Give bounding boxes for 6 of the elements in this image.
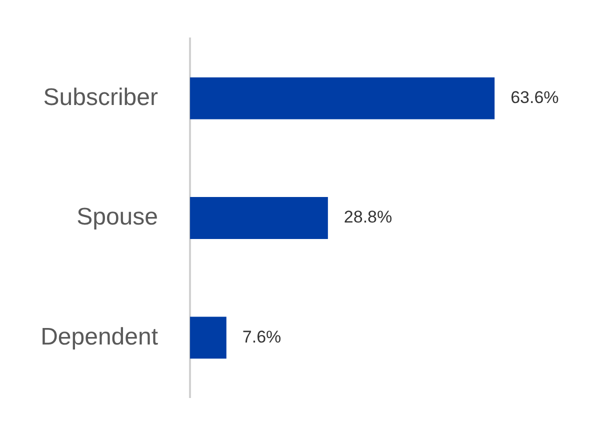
y-tick-label: Dependent bbox=[40, 323, 158, 350]
y-tick-label: Spouse bbox=[76, 204, 158, 231]
data-label: 63.6% bbox=[510, 88, 559, 107]
data-label: 28.8% bbox=[344, 208, 392, 227]
data-label: 7.6% bbox=[242, 327, 282, 346]
y-tick-label: Subscriber bbox=[43, 84, 158, 111]
